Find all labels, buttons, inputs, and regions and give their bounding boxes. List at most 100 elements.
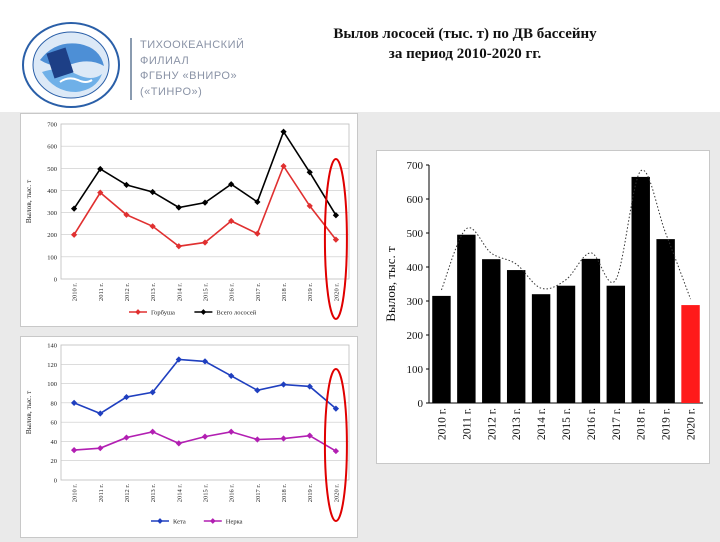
x-tick-label: 2011 г.: [461, 408, 473, 440]
data-point: [175, 204, 182, 211]
x-tick-label: 2019 г.: [307, 283, 314, 302]
y-tick-label: 20: [51, 458, 58, 465]
x-tick-label: 2018 г.: [636, 408, 648, 440]
x-tick-label: 2012 г.: [124, 283, 131, 302]
data-point: [123, 211, 130, 218]
y-tick-label: 600: [407, 194, 424, 206]
bar: [531, 294, 551, 403]
bar: [606, 285, 626, 403]
title-line: за период 2010-2020 гг.: [388, 46, 542, 62]
x-tick-label: 2011 г.: [98, 484, 105, 502]
tinro-logo-emblem: [22, 22, 120, 108]
y-tick-label: 500: [47, 166, 57, 173]
highlight-ellipse: [323, 368, 348, 522]
data-point: [70, 205, 78, 212]
x-tick-label: 2013 г.: [511, 408, 523, 440]
chart-panel-total-bars: 0 100 200 300 400 500 600 700 Вылов, тыс. т 2010 …: [376, 150, 710, 464]
line-chart-chum-sockeye: 0 20 40 60 80 100 120 140 Вылов, тыс. т 2010 г. 20…: [24, 343, 350, 526]
x-tick-label: 2020 г.: [686, 408, 698, 440]
legend-marker: [135, 309, 141, 315]
highlight-ellipse: [323, 158, 348, 320]
slide-title: Вылов лососей (тыс. т) по ДВ бассейну за…: [250, 24, 680, 64]
data-point: [70, 231, 78, 238]
line-chart-pink-total: 0 100 200 300 400 500 600 700 Вылов, тыс. т 2010 …: [24, 122, 350, 320]
legend-marker: [209, 518, 216, 524]
x-tick-label: 2015 г.: [203, 283, 210, 302]
data-point: [97, 189, 104, 196]
title-line: Вылов лососей (тыс. т) по ДВ бассейну: [333, 26, 597, 42]
y-tick-label: 100: [407, 364, 424, 376]
data-point: [228, 428, 235, 435]
org-line: ФИЛИАЛ: [140, 54, 190, 67]
y-tick-label: 300: [47, 210, 57, 217]
y-tick-label: 0: [54, 277, 57, 284]
x-tick-label: 2012 г.: [124, 484, 131, 503]
x-tick-label: 2017 г.: [611, 408, 623, 440]
y-tick-label: 700: [47, 122, 57, 129]
chart-panel-chum-sockeye: 0 20 40 60 80 100 120 140 Вылов, тыс. т 2010 г. 20…: [20, 336, 358, 538]
legend-marker: [157, 518, 163, 524]
y-tick-label: 100: [47, 254, 57, 261]
legend-entry: Кета: [173, 519, 186, 526]
bar: [432, 295, 451, 403]
org-line: ФГБНУ «ВНИРО»: [140, 70, 238, 82]
organization-name: ТИХООКЕАНСКИЙ ФИЛИАЛ ФГБНУ «ВНИРО» («ТИН…: [140, 38, 244, 100]
x-tick-label: 2019 г.: [307, 484, 314, 503]
data-point: [97, 165, 104, 173]
data-point: [201, 199, 209, 206]
data-point: [332, 236, 340, 243]
x-tick-label: 2011 г.: [98, 283, 105, 301]
y-tick-label: 120: [47, 362, 57, 369]
y-tick-label: 400: [47, 188, 57, 195]
x-tick-label: 2014 г.: [176, 484, 183, 503]
y-tick-label: 140: [47, 343, 57, 350]
x-tick-label: 2020 г.: [333, 283, 340, 302]
x-tick-label: 2013 г.: [150, 484, 157, 503]
data-point: [228, 181, 235, 188]
y-tick-label: 0: [418, 398, 424, 410]
y-axis-label: Вылов, тыс. т: [24, 390, 33, 434]
x-tick-label: 2018 г.: [281, 484, 288, 503]
y-tick-label: 60: [51, 420, 58, 427]
trend-line: [440, 169, 692, 300]
data-point: [175, 440, 182, 447]
y-tick-label: 0: [54, 478, 57, 485]
y-tick-label: 600: [47, 144, 57, 151]
x-tick-label: 2015 г.: [561, 408, 573, 440]
data-point: [149, 389, 156, 396]
bar: [457, 234, 476, 403]
x-tick-label: 2015 г.: [203, 484, 210, 503]
legend-entry: Нерка: [226, 519, 243, 526]
bar: [556, 285, 576, 403]
data-point: [332, 405, 340, 412]
data-point: [70, 399, 78, 406]
y-tick-label: 200: [407, 330, 424, 342]
x-tick-label: 2013 г.: [150, 283, 157, 302]
bar: [656, 239, 675, 403]
x-tick-label: 2018 г.: [281, 283, 288, 302]
bar: [506, 270, 526, 403]
data-point: [149, 188, 156, 196]
data-point: [201, 239, 209, 246]
x-tick-label: 2016 г.: [229, 283, 236, 302]
x-tick-label: 2019 г.: [661, 408, 673, 440]
y-tick-label: 400: [407, 262, 424, 274]
y-tick-label: 80: [51, 400, 58, 407]
data-point: [123, 181, 130, 189]
y-tick-label: 40: [51, 439, 58, 446]
bar-chart-total-salmon: 0 100 200 300 400 500 600 700 Вылов, тыс. т 2010 …: [383, 160, 703, 440]
org-line: («ТИНРО»): [140, 85, 203, 98]
data-point: [201, 433, 209, 440]
x-tick-label: 2016 г.: [586, 408, 598, 440]
org-divider: [130, 38, 132, 100]
data-point: [306, 169, 313, 176]
x-tick-label: 2010 г.: [72, 484, 79, 503]
data-point: [70, 446, 78, 454]
x-tick-label: 2020 г.: [333, 484, 340, 503]
y-tick-label: 300: [407, 296, 424, 308]
y-tick-label: 700: [407, 160, 424, 172]
x-tick-label: 2017 г.: [255, 484, 262, 503]
legend-marker: [200, 309, 207, 315]
y-tick-label: 200: [47, 232, 57, 239]
x-tick-label: 2014 г.: [536, 408, 548, 440]
